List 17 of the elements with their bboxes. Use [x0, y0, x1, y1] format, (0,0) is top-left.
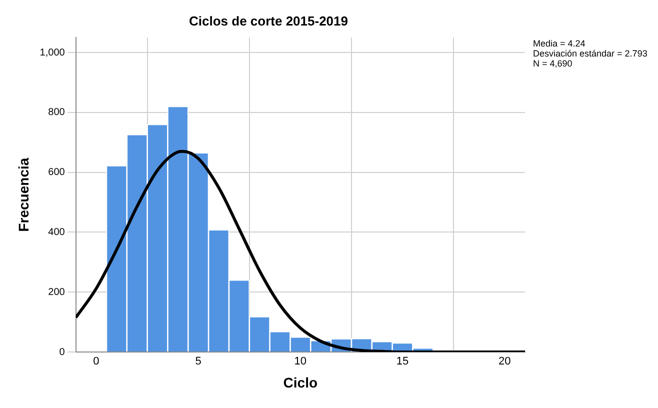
text: Desviación estándar = 2.793 [533, 48, 648, 59]
chart-title: Ciclos de corte 2015-2019 [189, 13, 348, 28]
text: N = 4,690 [533, 58, 572, 69]
y-tick-label: 400 [48, 226, 66, 238]
y-tick-label: 800 [48, 107, 66, 118]
x-axis-title: Ciclo [283, 374, 318, 390]
text: Media = 4.24 [533, 38, 586, 49]
x-tick-label: 0 [93, 356, 100, 368]
y-tick-label: 600 [48, 167, 66, 178]
x-tick-label: 15 [396, 356, 409, 368]
x-tick-label: 5 [195, 356, 202, 368]
y-tick-label: 200 [48, 286, 66, 298]
y-tick-label: 1,000 [40, 47, 66, 58]
y-axis-title: Frecuencia [15, 158, 32, 232]
x-tick-label: 20 [498, 356, 511, 368]
x-tick-label: 10 [294, 356, 307, 368]
y-tick-label: 0 [59, 346, 66, 358]
